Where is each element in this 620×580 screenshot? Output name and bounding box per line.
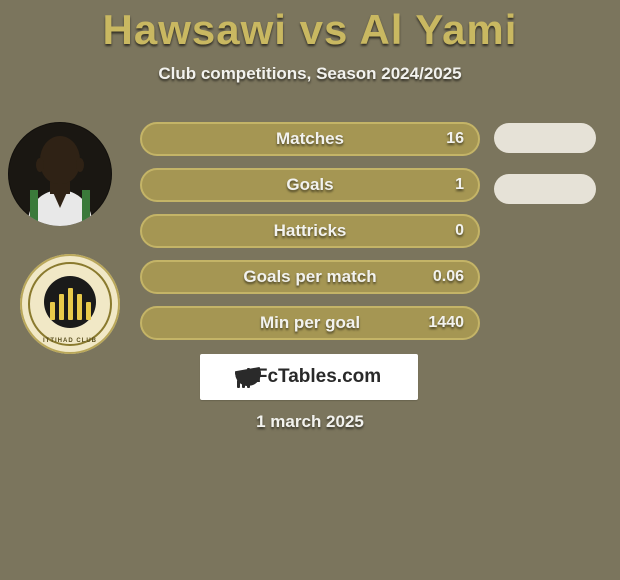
club-badge-text: ITTIHAD CLUB — [20, 338, 120, 344]
stat-row: Min per goal 1440 — [140, 306, 480, 340]
right-pill-goals — [494, 174, 596, 204]
date-text: 1 march 2025 — [0, 412, 620, 432]
stat-label: Hattricks — [274, 221, 347, 241]
comparison-rows: Matches 16 Goals 1 Hattricks 0 Goals per match… — [140, 122, 480, 340]
stat-row: Matches 16 — [140, 122, 480, 156]
left-avatars: ITTIHAD CLUB — [8, 122, 120, 354]
page-title: Hawsawi vs Al Yami — [0, 0, 620, 54]
stat-label: Goals — [286, 175, 333, 195]
stat-label: Min per goal — [260, 313, 360, 333]
player-photo-hawsawi — [8, 122, 112, 226]
club-badge-ittihad: ITTIHAD CLUB — [20, 254, 120, 354]
stat-left-value: 0.06 — [433, 262, 464, 292]
stat-row: Goals per match 0.06 — [140, 260, 480, 294]
bar-chart-icon — [237, 366, 250, 388]
stat-left-value: 0 — [455, 216, 464, 246]
stat-label: Goals per match — [243, 267, 376, 287]
stat-label: Matches — [276, 129, 344, 149]
stat-row: Goals 1 — [140, 168, 480, 202]
right-pill-matches — [494, 123, 596, 153]
stat-left-value: 16 — [446, 124, 464, 154]
stat-left-value: 1440 — [428, 308, 464, 338]
stat-row: Hattricks 0 — [140, 214, 480, 248]
infographic: Hawsawi vs Al Yami Club competitions, Se… — [0, 0, 620, 580]
stat-left-value: 1 — [455, 170, 464, 200]
branding-box: FcTables.com — [200, 354, 418, 400]
branding-text: FcTables.com — [256, 366, 381, 388]
page-subtitle: Club competitions, Season 2024/2025 — [0, 64, 620, 84]
